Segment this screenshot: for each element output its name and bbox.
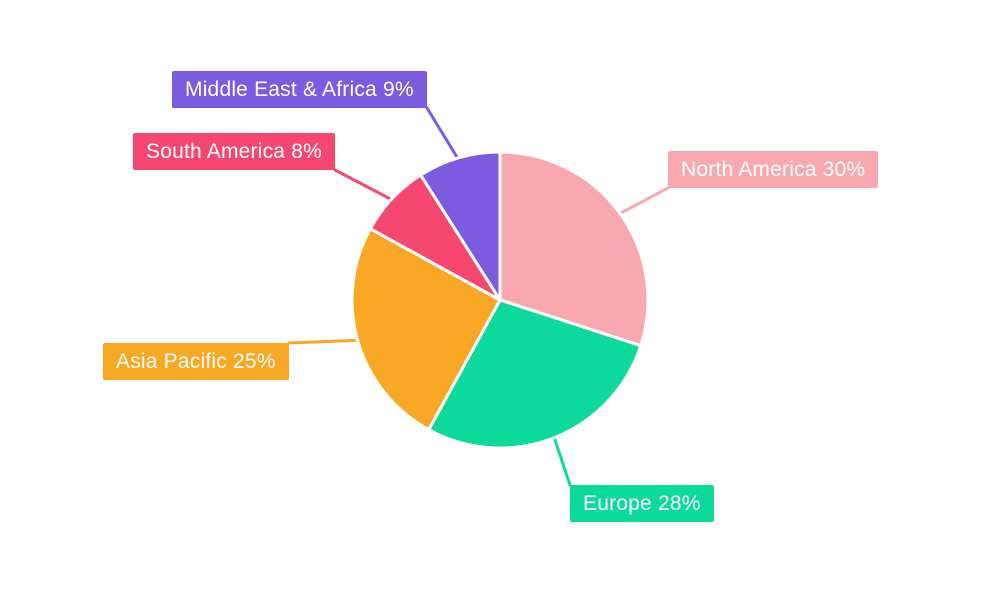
leader-line-south-america xyxy=(333,168,397,203)
leader-line-europe xyxy=(551,432,572,487)
label-north-america: North America 30% xyxy=(668,151,879,188)
label-asia-pacific: Asia Pacific 25% xyxy=(103,343,289,380)
label-south-america: South America 8% xyxy=(133,133,335,170)
pie-slice-europe xyxy=(427,298,643,450)
leader-line-north-america xyxy=(614,186,670,217)
leader-line-middle-east-africa xyxy=(425,106,462,164)
leader-line-asia-pacific xyxy=(287,338,364,345)
pie-slice-north-america xyxy=(498,150,650,348)
label-europe: Europe 28% xyxy=(570,485,714,522)
pie-slice-middle-east-africa xyxy=(419,150,502,302)
pie-slice-asia-pacific xyxy=(350,227,502,432)
label-middle-east-africa: Middle East & Africa 9% xyxy=(172,71,427,108)
